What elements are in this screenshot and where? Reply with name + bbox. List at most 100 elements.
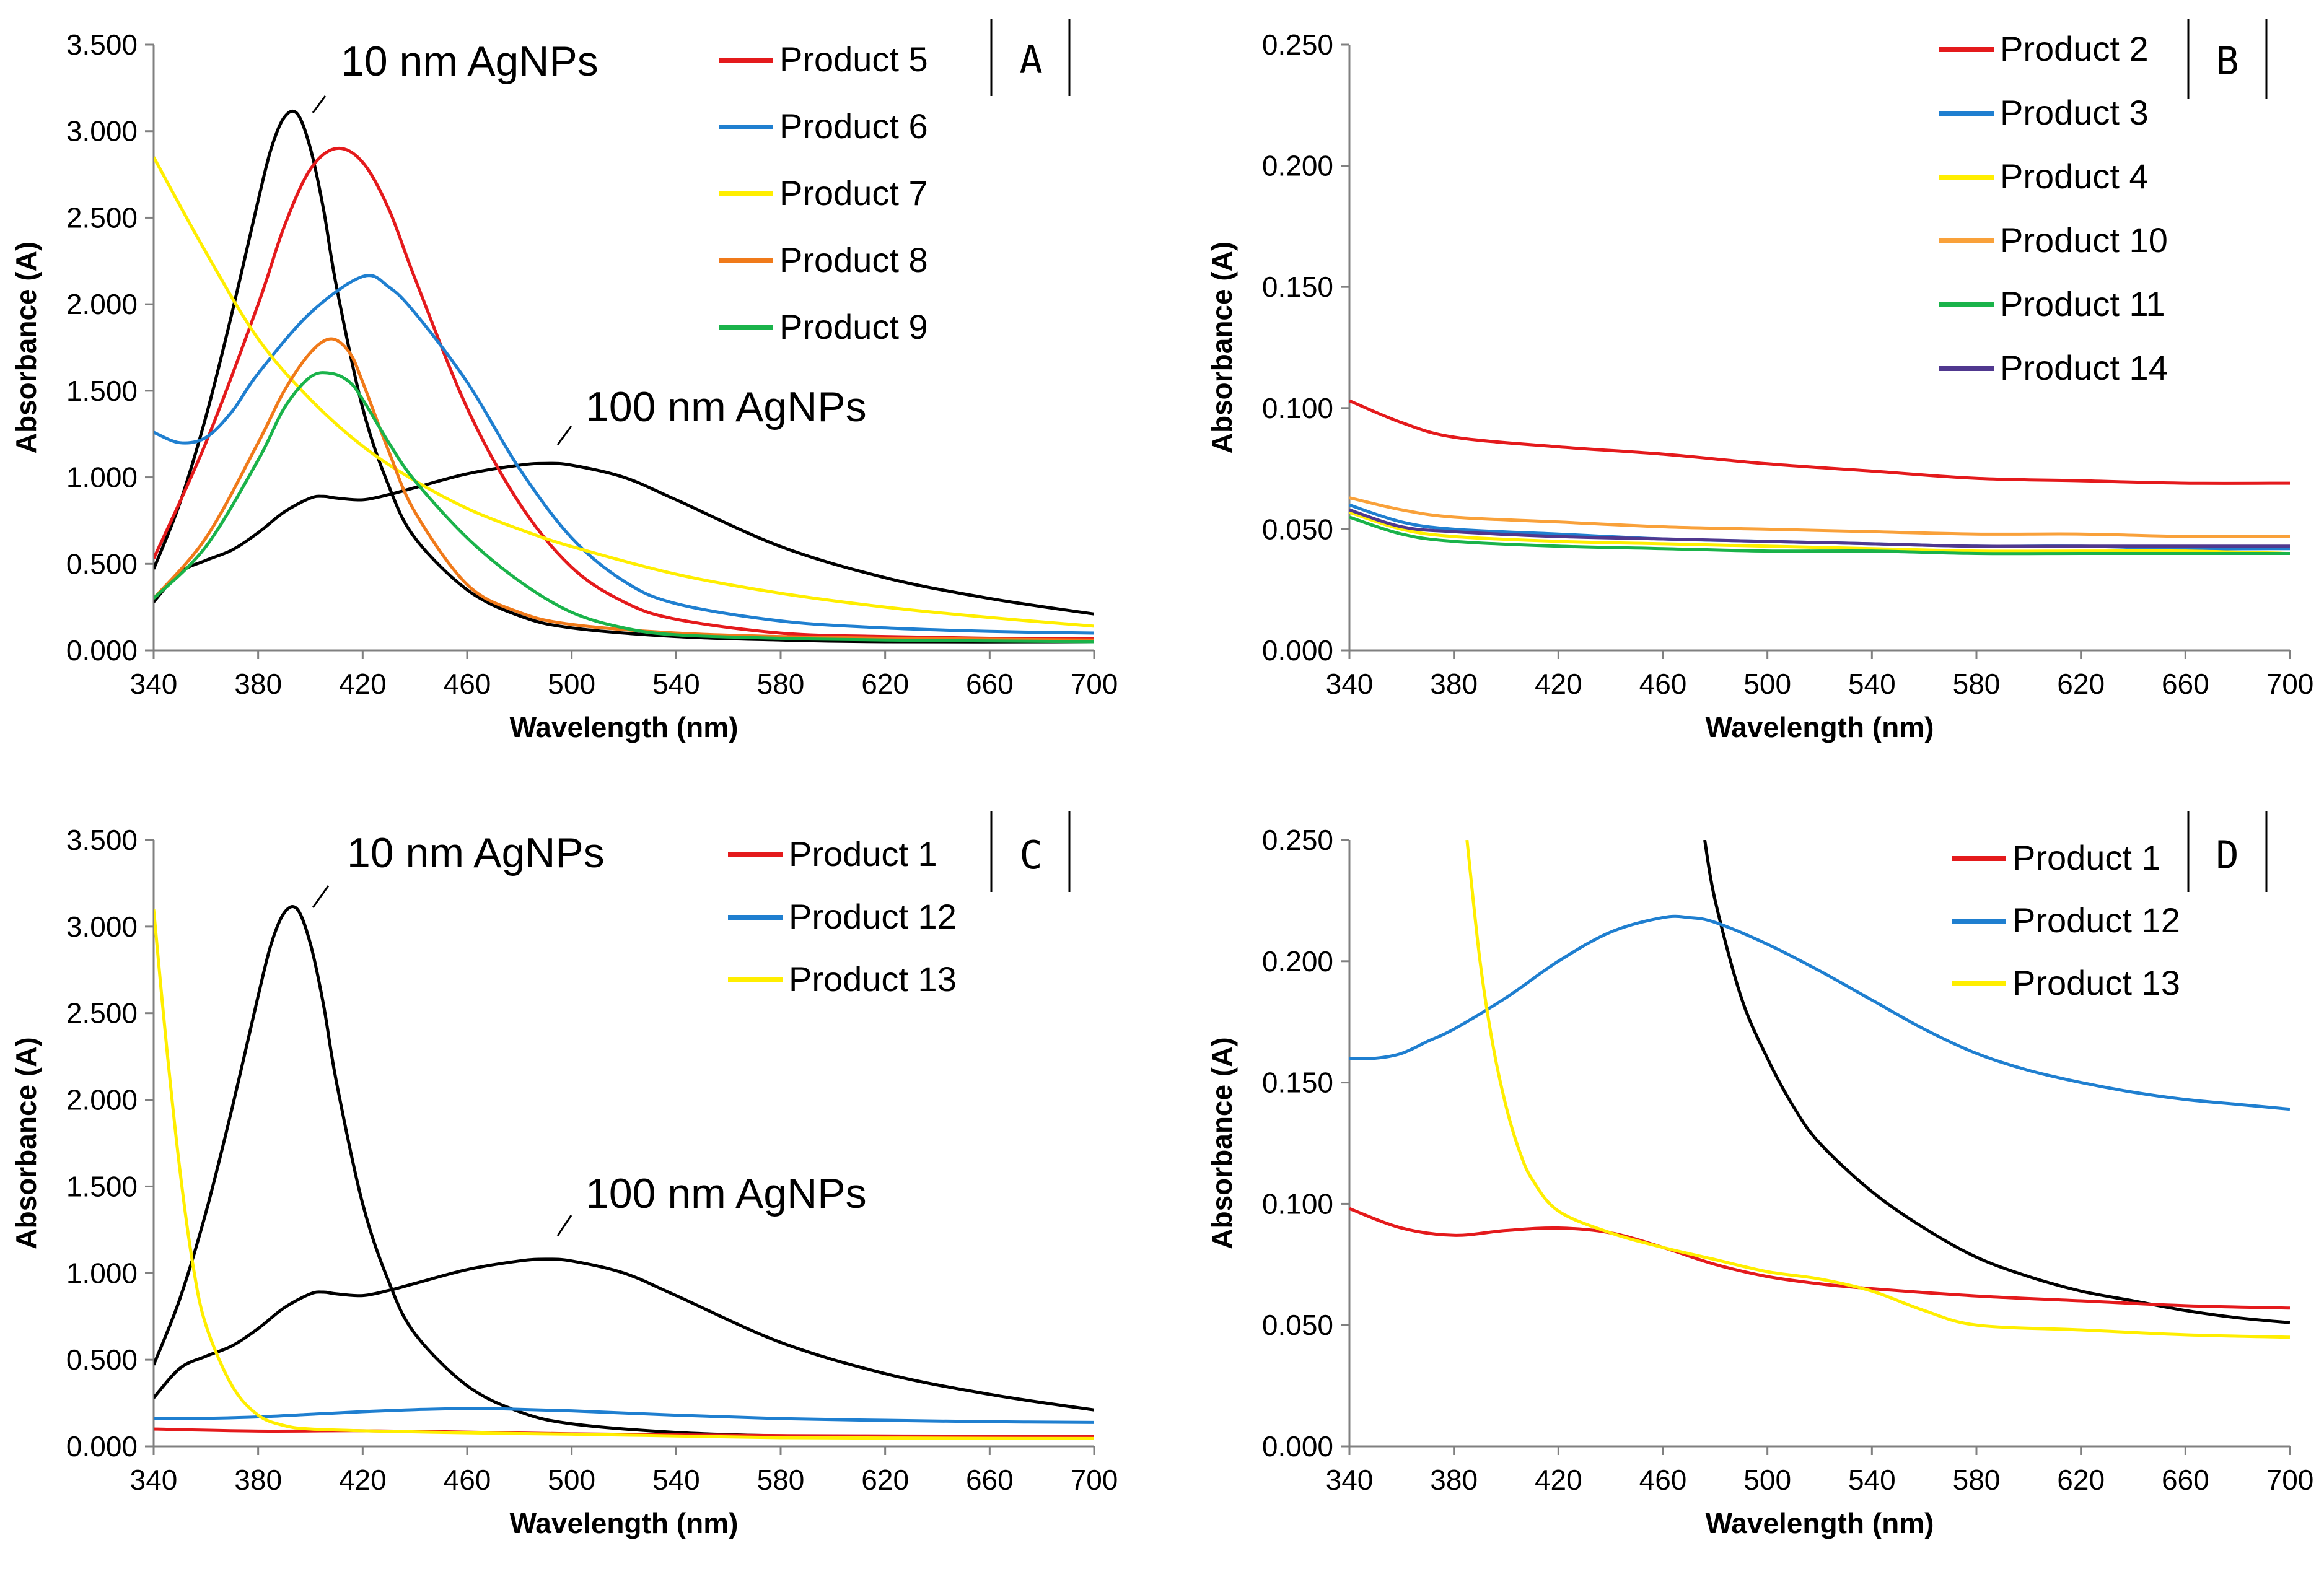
annotation-100nm-pointer-c [556, 1215, 572, 1236]
x-tick-label: 700 [1071, 668, 1118, 700]
legend-label: Product 7 [779, 173, 928, 212]
x-tick-label: 380 [1430, 1464, 1478, 1496]
x-tick-label: 340 [1326, 1464, 1374, 1496]
legend-label: Product 12 [2012, 901, 2180, 940]
x-axis-title: Wavelength (nm) [510, 1507, 739, 1539]
legend-label: Product 14 [2000, 348, 2168, 387]
x-tick-label: 460 [1639, 668, 1687, 700]
panel-b-legend: Product 2 Product 3 Product 4 Product 10 Pro… [1939, 29, 2168, 387]
x-tick-label: 500 [1743, 1464, 1791, 1496]
series-line-product-4 [1349, 510, 2290, 556]
x-tick-label: 700 [2266, 668, 2314, 700]
annotation-10nm-pointer-c [312, 885, 330, 908]
series-line-product-13 [1465, 840, 2290, 1339]
x-tick-label: 540 [1848, 668, 1896, 700]
panel-c-letter: C [1019, 833, 1042, 878]
series-line-product-1 [1349, 1207, 2290, 1310]
annotation-10nm-pointer [312, 95, 327, 113]
legend-label: Product 1 [789, 834, 937, 873]
legend-a-box [706, 25, 1078, 384]
panel-a-axes: 0.000 0.500 1.000 1.500 2.000 2.500 3.000 3.500… [10, 28, 1118, 743]
x-tick-label: 420 [339, 1464, 387, 1496]
x-axis-title: Wavelength (nm) [1706, 1507, 1934, 1539]
y-tick-label: 0.500 [66, 548, 138, 580]
x-tick-label: 340 [130, 1464, 178, 1496]
panel-c-axes: 0.000 0.500 1.000 1.500 2.000 2.500 3.000 3.500… [10, 824, 1118, 1539]
x-tick-label: 580 [757, 1464, 805, 1496]
x-tick-label: 540 [1848, 1464, 1896, 1496]
legend-label: Product 8 [779, 240, 928, 279]
series-line-100-nm-agnps [154, 461, 1094, 616]
y-axis-title: Absorbance (A) [10, 1037, 42, 1249]
y-tick-label: 2.500 [66, 997, 138, 1029]
y-tick-label: 2.000 [66, 1084, 138, 1116]
annotation-10nm-label-c: 10 nm AgNPs [347, 829, 605, 876]
y-tick-label: 0.200 [1262, 150, 1333, 182]
y-tick-label: 0.050 [1262, 1309, 1333, 1341]
series-line-product-12 [1349, 914, 2290, 1111]
y-tick-label: 2.000 [66, 288, 138, 320]
series-line-product-10 [1349, 496, 2290, 538]
x-tick-label: 580 [1953, 668, 2001, 700]
legend-label: Product 9 [779, 307, 928, 346]
y-tick-label: 0.000 [1262, 634, 1333, 666]
x-tick-label: 420 [1535, 668, 1582, 700]
panel-d-chart: 0.000 0.050 0.100 0.150 0.200 0.250 340 380 420 4… [1206, 811, 2313, 1539]
x-tick-label: 620 [2057, 1464, 2105, 1496]
y-tick-label: 3.000 [66, 115, 138, 147]
y-axis-title: Absorbance (A) [10, 242, 42, 453]
y-tick-label: 0.000 [66, 1430, 138, 1462]
y-tick-label: 0.100 [1262, 392, 1333, 424]
x-tick-label: 620 [2057, 668, 2105, 700]
panel-d-series [1349, 840, 2290, 1339]
y-tick-label: 3.000 [66, 911, 138, 943]
y-tick-label: 0.000 [66, 634, 138, 666]
x-tick-label: 540 [652, 668, 700, 700]
y-tick-label: 0.250 [1262, 824, 1333, 856]
legend-label: Product 11 [2000, 284, 2165, 323]
panel-a-legend: Product 5 Product 6 Product 7 Product 8 Prod… [719, 40, 928, 346]
y-tick-label: 0.100 [1262, 1187, 1333, 1220]
x-tick-label: 420 [339, 668, 387, 700]
series-line-product-7 [154, 156, 1094, 628]
x-tick-label: 700 [2266, 1464, 2314, 1496]
series-line-product-2 [1349, 399, 2290, 485]
legend-label: Product 6 [779, 107, 928, 146]
x-tick-label: 580 [757, 668, 805, 700]
series-line-product-12 [154, 1407, 1094, 1424]
x-tick-label: 380 [234, 1464, 282, 1496]
series-line-product-6 [154, 274, 1094, 635]
y-tick-label: 3.500 [66, 824, 138, 856]
x-axis-title: Wavelength (nm) [510, 711, 739, 743]
x-tick-label: 340 [130, 668, 178, 700]
series-line-agnps-reference [1703, 840, 2290, 1324]
x-tick-label: 460 [444, 1464, 491, 1496]
series-line-product-9 [154, 371, 1094, 644]
panel-c-legend: Product 1 Product 12 Product 13 [728, 834, 957, 999]
y-tick-label: 1.500 [66, 1170, 138, 1202]
y-tick-label: 0.050 [1262, 513, 1333, 545]
panel-b-series [1349, 399, 2290, 556]
series-line-100-nm-agnps [154, 1257, 1094, 1412]
legend-label: Product 10 [2000, 221, 2168, 260]
y-tick-label: 0.150 [1262, 1067, 1333, 1099]
legend-label: Product 2 [2000, 29, 2149, 68]
legend-label: Product 13 [789, 959, 957, 999]
y-tick-label: 3.500 [66, 28, 138, 61]
legend-label: Product 3 [2000, 93, 2149, 132]
panel-d-legend: Product 1 Product 12 Product 13 [1952, 838, 2180, 1002]
y-tick-label: 0.150 [1262, 271, 1333, 303]
panel-c-chart: 0.000 0.500 1.000 1.500 2.000 2.500 3.000 3.500… [10, 811, 1118, 1539]
y-tick-label: 0.250 [1262, 28, 1333, 61]
panel-a-letter: A [1019, 37, 1042, 82]
legend-label: Product 1 [2012, 838, 2161, 877]
x-tick-label: 500 [548, 668, 595, 700]
x-tick-label: 500 [548, 1464, 595, 1496]
x-tick-label: 460 [1639, 1464, 1687, 1496]
panel-a-chart: 0.000 0.500 1.000 1.500 2.000 2.500 3.000 3.500… [10, 19, 1118, 743]
x-tick-label: 620 [861, 1464, 909, 1496]
x-tick-label: 620 [861, 668, 909, 700]
series-line-product-11 [1349, 515, 2290, 556]
series-line-product-5 [154, 146, 1094, 640]
